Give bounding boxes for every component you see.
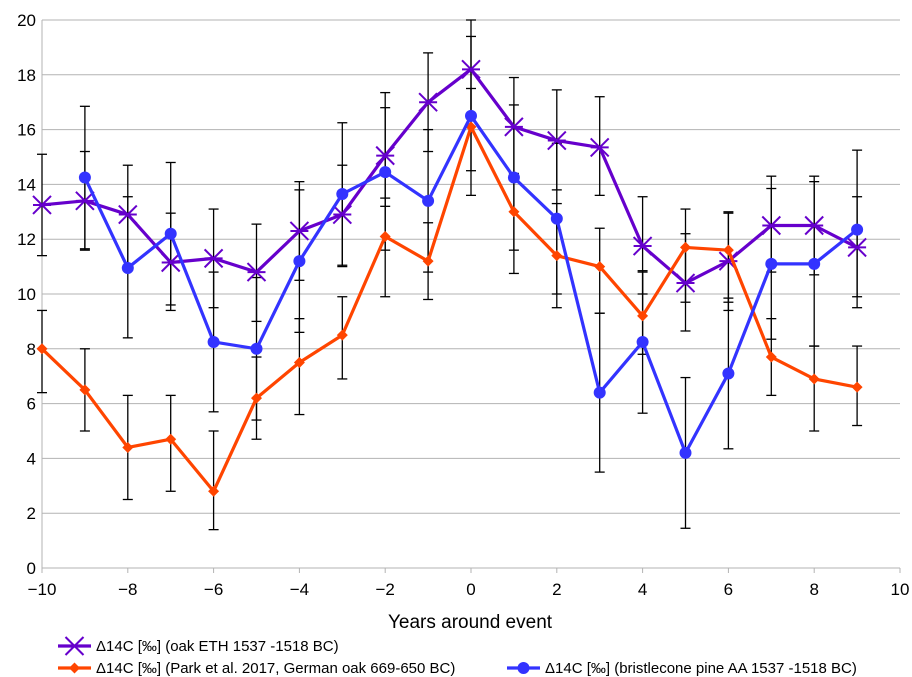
data-point-1 [36, 343, 48, 355]
y-tick-label: 12 [17, 230, 36, 249]
data-point-0 [804, 215, 824, 236]
data-point-1 [551, 250, 563, 262]
data-point-1 [594, 261, 606, 273]
x-tick-label: 6 [724, 580, 733, 599]
data-point-1 [379, 230, 391, 242]
x-tick-label: −6 [204, 580, 223, 599]
legend-swatch-marker [517, 662, 530, 674]
data-point-2 [293, 255, 306, 268]
legend-label: Δ14C [‰] (Park et al. 2017, German oak 6… [96, 660, 455, 677]
data-point-1 [722, 244, 734, 256]
x-axis-title: Years around event [388, 612, 553, 633]
data-point-2 [722, 367, 735, 380]
data-point-2 [465, 109, 477, 122]
y-tick-label: 8 [27, 340, 36, 359]
data-point-2 [121, 261, 134, 274]
series-layer [32, 59, 867, 497]
y-tick-label: 0 [27, 559, 36, 578]
x-tick-label: −8 [118, 580, 137, 599]
data-point-2 [250, 342, 263, 355]
x-tick-label: −2 [376, 580, 395, 599]
legend: Δ14C [‰] (oak ETH 1537 -1518 BC) Δ14C [‰]… [58, 636, 857, 677]
data-point-0 [847, 237, 867, 258]
data-point-2 [336, 187, 349, 200]
x-tick-label: 0 [466, 580, 475, 599]
data-point-0 [118, 204, 138, 225]
data-point-1 [637, 310, 649, 322]
data-point-2 [765, 257, 778, 270]
data-point-0 [332, 204, 353, 225]
x-tick-label: 10 [891, 580, 910, 599]
data-point-0 [289, 221, 310, 241]
legend-label: Δ14C [‰] (bristlecone pine AA 1537 -1518… [545, 660, 857, 677]
data-point-2 [636, 335, 649, 348]
data-point-2 [593, 386, 606, 399]
data-point-0 [547, 130, 567, 151]
data-point-0 [418, 92, 438, 112]
data-point-1 [79, 384, 91, 396]
data-point-1 [122, 441, 134, 453]
data-point-2 [78, 171, 91, 184]
error-bar [680, 208, 691, 303]
axis-layer: 0 2 4 6 8 10 12 14 16 18 20 −10 −8 −6 −4 −2 0 2 4 6 8 10 [17, 11, 909, 599]
y-tick-label: 20 [17, 11, 36, 30]
error-bar [208, 430, 219, 531]
data-point-1 [208, 485, 220, 497]
data-point-2 [207, 335, 220, 348]
data-point-2 [507, 171, 520, 184]
data-point-1 [808, 373, 820, 385]
y-tick-label: 2 [27, 504, 36, 523]
y-tick-label: 4 [27, 449, 36, 468]
y-tick-label: 16 [17, 121, 36, 140]
data-point-0 [160, 252, 181, 273]
data-point-0 [32, 195, 52, 215]
data-point-0 [761, 215, 782, 236]
data-point-0 [504, 117, 524, 137]
data-point-1 [851, 381, 863, 393]
data-point-0 [203, 248, 224, 269]
data-point-2 [164, 227, 177, 240]
data-point-2 [808, 257, 821, 270]
legend-item: Δ14C [‰] (oak ETH 1537 -1518 BC) [58, 636, 339, 656]
series-line-1 [40, 125, 858, 493]
legend-swatch-marker [64, 636, 85, 656]
data-point-1 [680, 241, 691, 253]
data-point-2 [550, 212, 563, 225]
data-point-1 [422, 255, 434, 267]
legend-item: Δ14C [‰] (Park et al. 2017, German oak 6… [58, 660, 455, 677]
data-point-1 [165, 433, 177, 445]
x-tick-label: 2 [552, 580, 561, 599]
y-tick-label: 14 [17, 175, 36, 194]
data-point-1 [765, 351, 777, 363]
data-point-1 [336, 329, 348, 341]
data-point-0 [589, 137, 610, 158]
data-point-1 [508, 206, 520, 218]
y-tick-label: 6 [27, 395, 36, 414]
y-tick-label: 18 [17, 66, 36, 85]
data-point-2 [851, 223, 864, 236]
series-line-0 [41, 67, 858, 285]
data-point-2 [679, 446, 692, 459]
data-point-0 [246, 262, 267, 282]
legend-item: Δ14C [‰] (bristlecone pine AA 1537 -1518… [507, 660, 857, 677]
legend-swatch-marker [69, 662, 80, 674]
y-tick-label: 10 [17, 285, 36, 304]
x-tick-label: 4 [638, 580, 647, 599]
data-point-0 [461, 59, 481, 80]
x-tick-label: −10 [28, 580, 57, 599]
data-point-0 [632, 236, 653, 256]
data-point-2 [379, 166, 392, 179]
data-point-0 [375, 145, 395, 166]
data-point-0 [675, 273, 696, 293]
data-point-1 [293, 357, 305, 368]
data-point-0 [75, 191, 95, 211]
data-point-1 [251, 392, 262, 404]
data-point-2 [422, 194, 435, 207]
legend-label: Δ14C [‰] (oak ETH 1537 -1518 BC) [96, 638, 339, 655]
x-tick-label: −4 [290, 580, 309, 599]
error-bar [809, 345, 820, 432]
x-tick-label: 8 [809, 580, 818, 599]
